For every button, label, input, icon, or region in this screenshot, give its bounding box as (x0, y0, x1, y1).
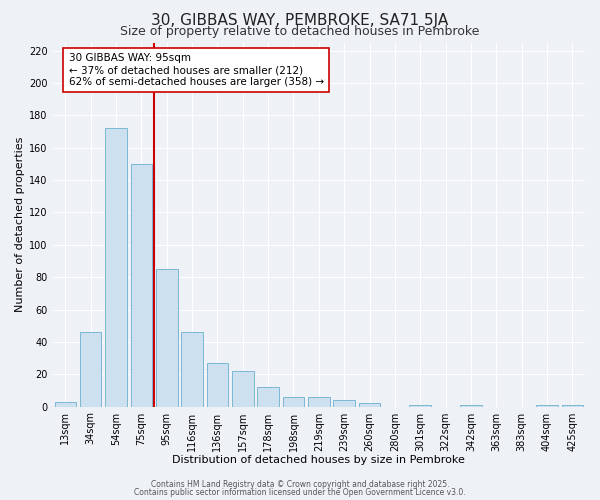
Bar (536, 405, 558, 406)
Text: Contains public sector information licensed under the Open Government Licence v3: Contains public sector information licen… (134, 488, 466, 497)
Bar (334, 400, 355, 406)
Text: 30 GIBBAS WAY: 95sqm
← 37% of detached houses are smaller (212)
62% of semi-deta: 30 GIBBAS WAY: 95sqm ← 37% of detached h… (68, 54, 324, 86)
Bar (562, 405, 583, 406)
Bar (55, 402, 76, 406)
Bar (80, 332, 101, 406)
Bar (460, 405, 482, 406)
Y-axis label: Number of detached properties: Number of detached properties (15, 137, 25, 312)
Bar (232, 371, 254, 406)
Bar (359, 404, 380, 406)
Bar (131, 164, 152, 406)
Bar (257, 387, 279, 406)
X-axis label: Distribution of detached houses by size in Pembroke: Distribution of detached houses by size … (172, 455, 465, 465)
Bar (308, 397, 329, 406)
Text: 30, GIBBAS WAY, PEMBROKE, SA71 5JA: 30, GIBBAS WAY, PEMBROKE, SA71 5JA (151, 12, 449, 28)
Bar (181, 332, 203, 406)
Bar (283, 397, 304, 406)
Bar (105, 128, 127, 406)
Bar (409, 405, 431, 406)
Bar (206, 363, 228, 406)
Bar (156, 269, 178, 406)
Text: Size of property relative to detached houses in Pembroke: Size of property relative to detached ho… (121, 25, 479, 38)
Text: Contains HM Land Registry data © Crown copyright and database right 2025.: Contains HM Land Registry data © Crown c… (151, 480, 449, 489)
